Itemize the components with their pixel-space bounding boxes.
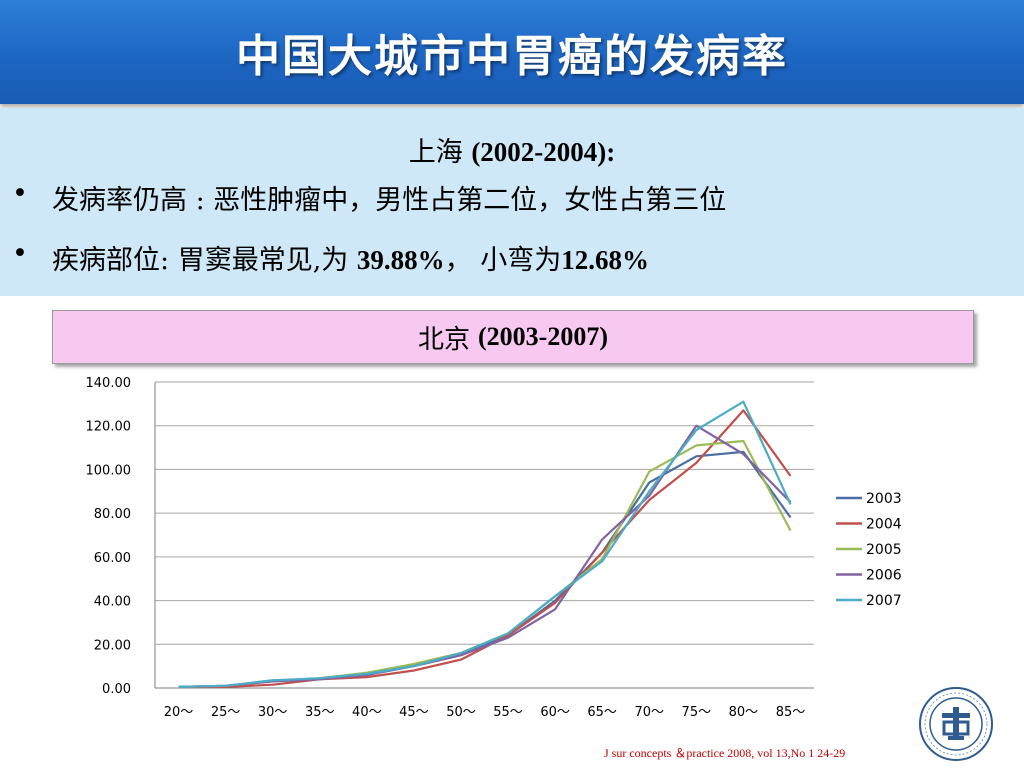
bullet-site-prefix: 疾病部位: — [52, 245, 170, 276]
bullet-marker: • — [12, 238, 28, 269]
series-line-2003 — [178, 450, 792, 688]
series-line-2007 — [178, 400, 792, 688]
legend-label-2006: 2006 — [866, 568, 902, 584]
shanghai-info-box: 上海 (2002-2004): • 发病率仍高 : 恶性肿瘤中，男性占第二位，女… — [0, 108, 1024, 296]
y-tick-label: 120.00 — [86, 420, 132, 435]
title-bar: 中国大城市中胃癌的发病率 — [0, 0, 1024, 104]
x-tick-label: 55～ — [493, 705, 523, 720]
bullet-site-text: 疾病部位: 胃窦最常见,为 39.88%， 小弯为12.68% — [52, 238, 649, 277]
university-seal-logo — [919, 687, 993, 761]
series-line-2005 — [178, 439, 792, 688]
bullet-site-middle: 胃窦最常见,为 — [169, 245, 357, 276]
x-tick-label: 70～ — [634, 705, 664, 720]
y-tick-label: 100.00 — [86, 463, 132, 478]
beijing-years: (2003-2007) — [478, 322, 608, 351]
y-tick-label: 20.00 — [94, 638, 131, 653]
legend-label-2003: 2003 — [866, 491, 902, 507]
x-tick-label: 30～ — [258, 705, 288, 720]
lesser-curvature-percent: 12.68% — [561, 245, 649, 275]
x-tick-label: 25～ — [211, 705, 241, 720]
legend-label-2004: 2004 — [866, 517, 902, 533]
incidence-line-chart: 0.00 20.00 40.00 60.00 80.00 100.00 120.00 140.… — [86, 376, 902, 720]
shanghai-heading: 上海 (2002-2004): — [0, 130, 1024, 169]
legend-label-2007: 2007 — [866, 593, 902, 609]
x-tick-label: 45～ — [399, 705, 429, 720]
x-tick-label: 50～ — [446, 705, 476, 720]
x-tick-label: 60～ — [540, 705, 570, 720]
bullet-marker: • — [12, 178, 28, 209]
shanghai-years: (2002-2004): — [471, 137, 616, 167]
x-tick-label: 80～ — [729, 705, 759, 720]
bullet-incidence-text: 发病率仍高 : 恶性肿瘤中，男性占第二位，女性占第三位 — [52, 185, 727, 216]
x-tick-label: 75～ — [682, 705, 712, 720]
y-tick-label: 80.00 — [94, 507, 131, 522]
beijing-city: 北京 — [418, 324, 471, 355]
x-tick-label: 40～ — [352, 705, 382, 720]
y-tick-label: 60.00 — [94, 551, 131, 566]
y-tick-label: 140.00 — [86, 376, 132, 391]
antrum-percent: 39.88% — [356, 245, 445, 275]
shanghai-city: 上海 — [408, 137, 463, 168]
citation: J sur concepts ＆practice 2008, vol 13,No… — [604, 746, 846, 760]
x-tick-label: 35～ — [305, 705, 335, 720]
bullet-site-suffix: ， 小弯为 — [444, 245, 562, 276]
y-tick-label: 0.00 — [102, 682, 131, 697]
y-tick-label: 40.00 — [94, 595, 131, 610]
x-tick-label: 65～ — [587, 705, 617, 720]
slide-title: 中国大城市中胃癌的发病率 — [236, 31, 788, 82]
x-tick-label: 85～ — [776, 705, 806, 720]
beijing-heading-box: 北京 (2003-2007) — [52, 310, 974, 364]
x-tick-label: 20～ — [164, 705, 194, 720]
legend-label-2005: 2005 — [866, 542, 902, 558]
